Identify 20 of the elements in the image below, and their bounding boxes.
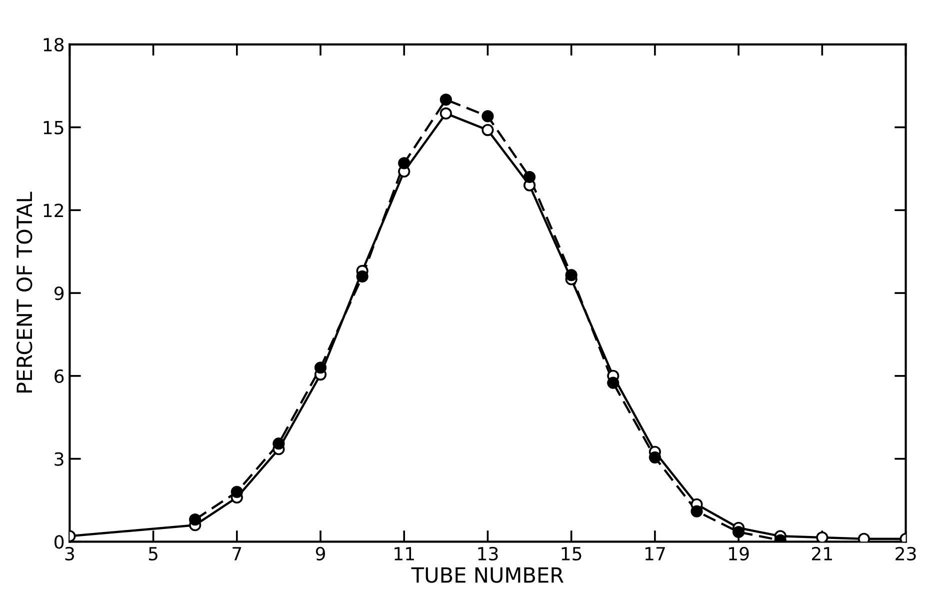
x-tick-label: 19	[729, 546, 749, 561]
x-tick-label: 5	[148, 547, 158, 561]
x-axis-title: TUBE NUMBER	[411, 567, 564, 583]
y-tick-label: 15	[44, 120, 64, 134]
y-axis-title: PERCENT OF TOTAL	[16, 192, 32, 392]
x-tick-label: 15	[562, 547, 582, 561]
x-tick-label: 13	[478, 546, 498, 561]
x-tick-label: 21	[812, 546, 832, 560]
x-tick-label: 23	[896, 546, 916, 561]
y-tick-label: 0	[54, 535, 64, 549]
x-tick-label: 17	[645, 547, 665, 560]
y-tick-label: 9	[54, 286, 64, 300]
y-tick-label: 18	[44, 38, 64, 52]
x-tick-label: 3	[65, 546, 74, 561]
x-tick-label: 9	[316, 546, 325, 561]
x-tick-label: 7	[232, 547, 242, 560]
x-tick-label: 11	[394, 547, 414, 560]
y-tick-label: 6	[54, 369, 64, 384]
y-tick-label: 3	[54, 452, 64, 466]
y-tick-label: 12	[44, 204, 64, 218]
